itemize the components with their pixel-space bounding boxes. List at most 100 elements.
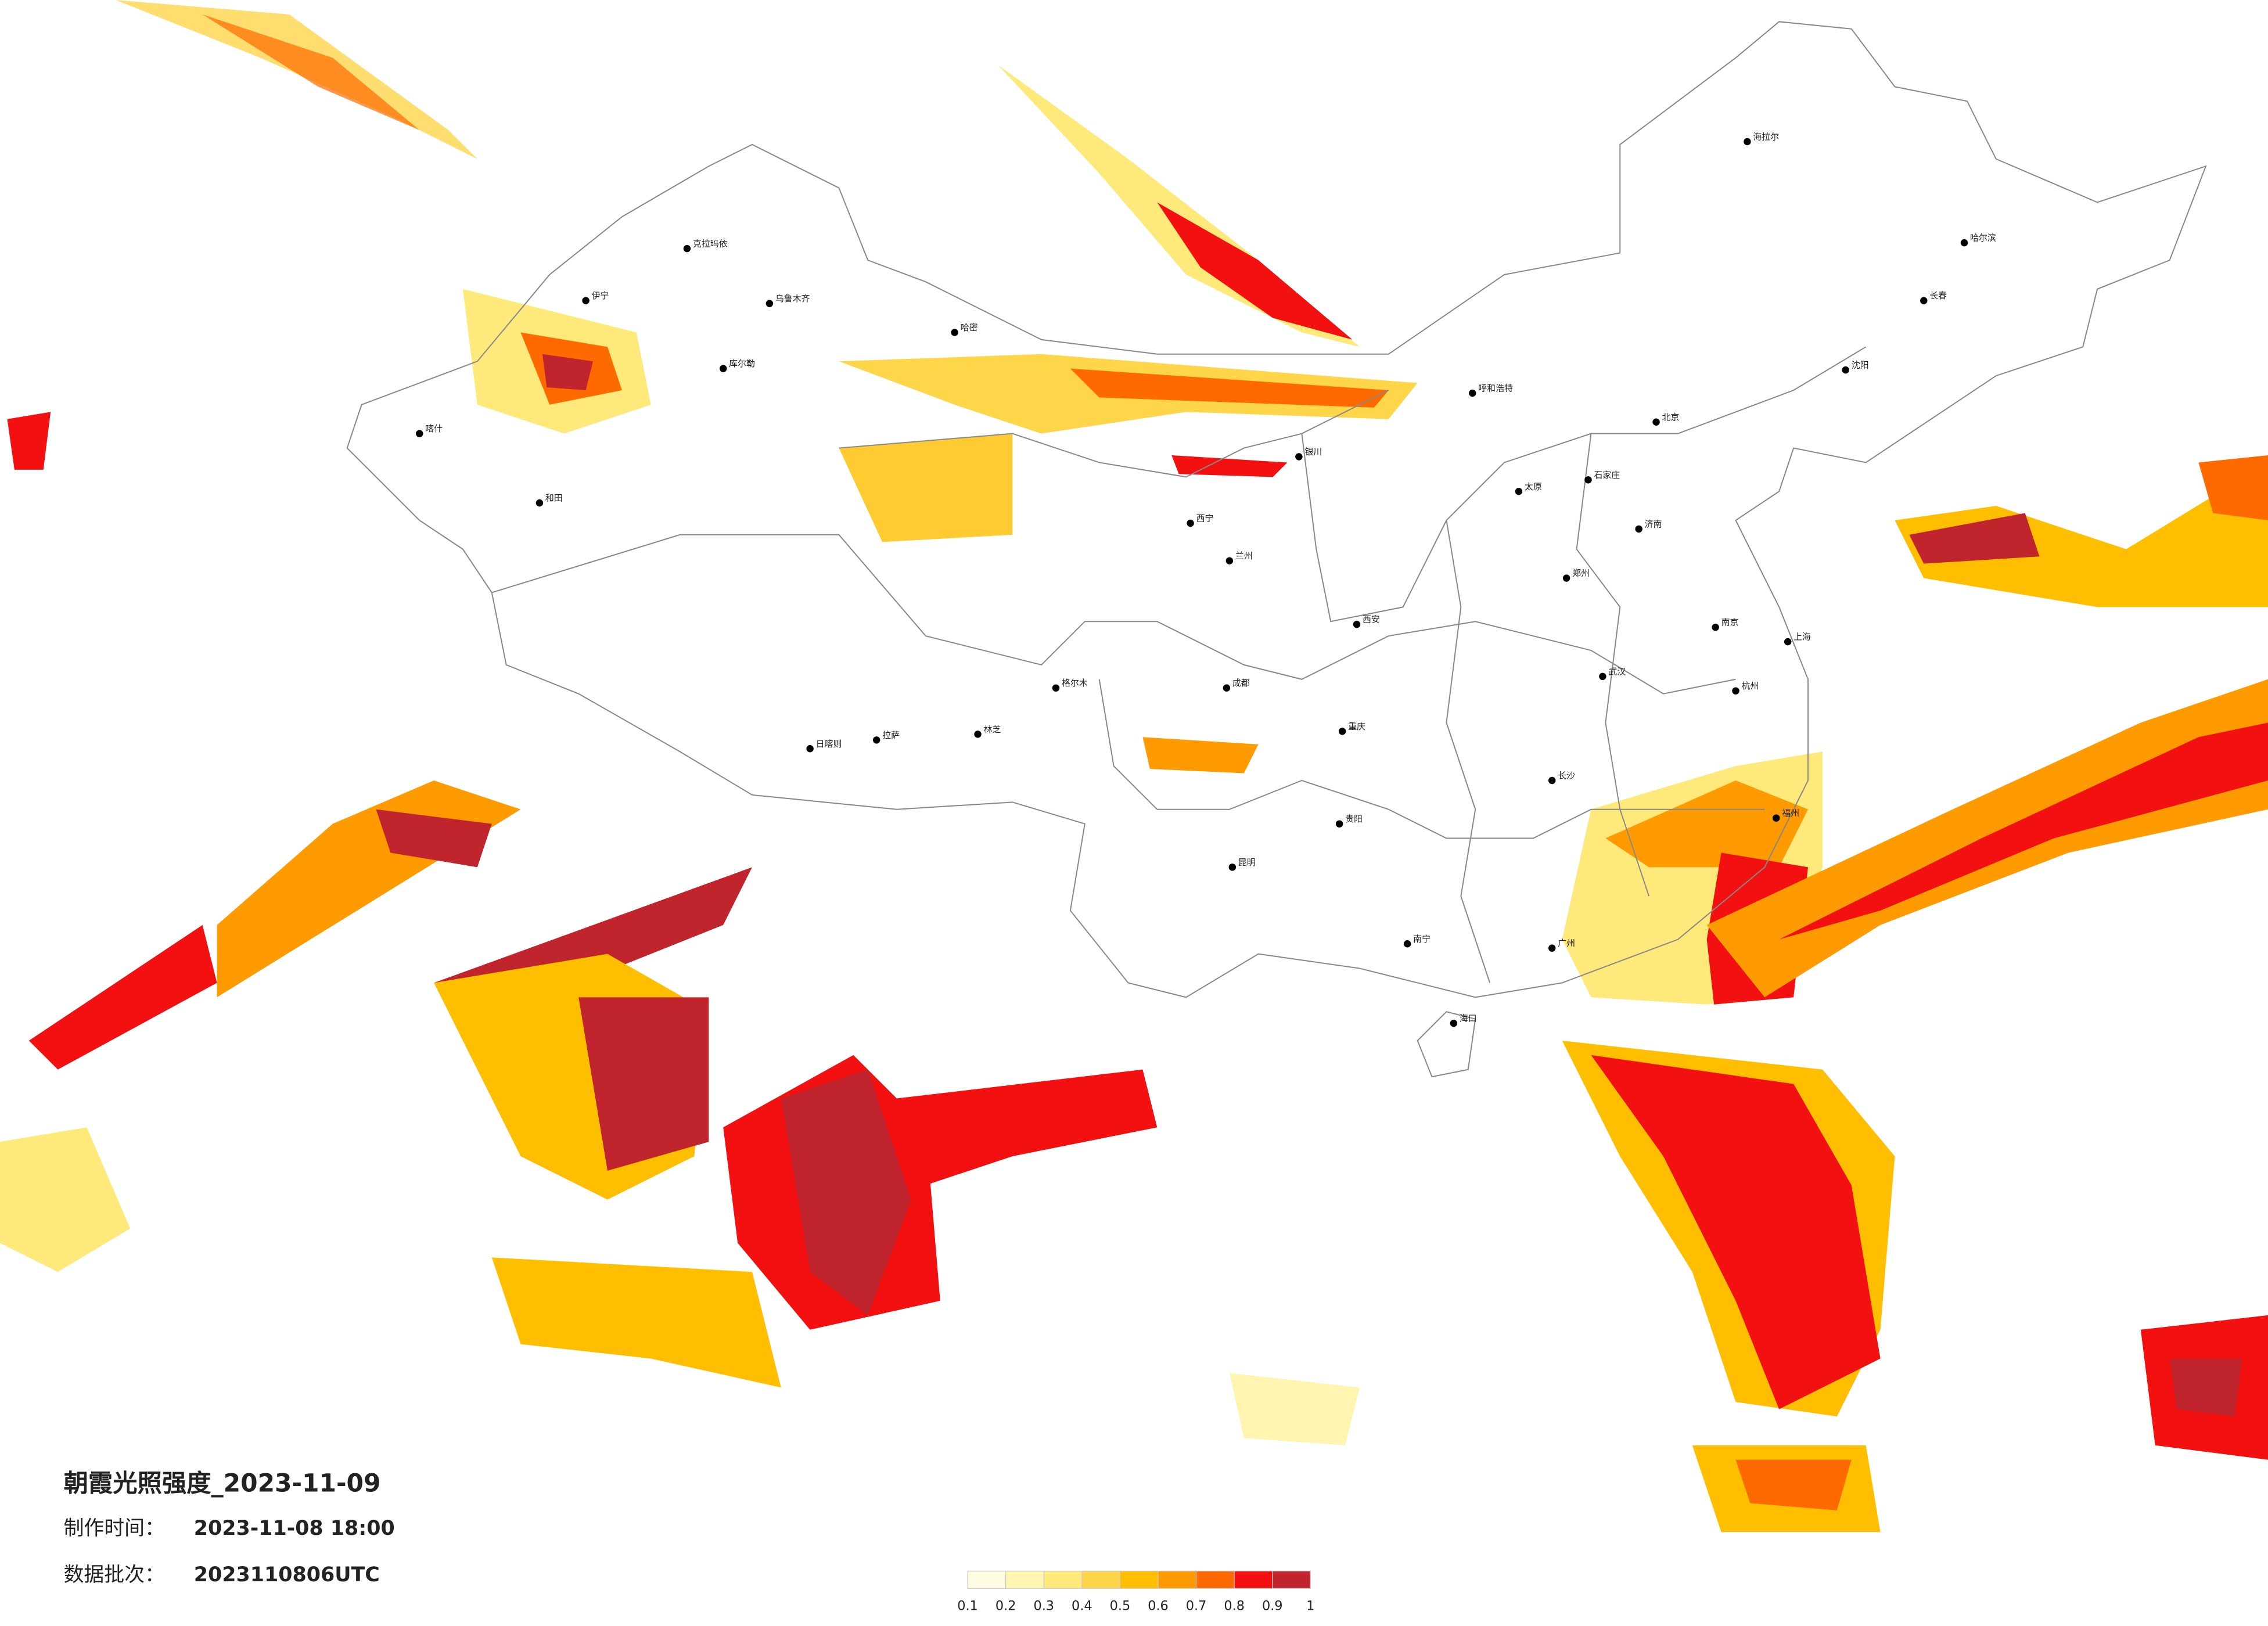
- city-label: 重庆: [1348, 721, 1365, 732]
- city-label: 海口: [1460, 1013, 1477, 1024]
- city-dot: [1295, 453, 1303, 461]
- city-label: 伊宁: [592, 290, 609, 301]
- city-label: 杭州: [1741, 681, 1759, 691]
- city-dot: [1548, 944, 1556, 952]
- city-dot: [1599, 672, 1606, 681]
- city-label: 乌鲁木齐: [775, 293, 810, 304]
- city-dot: [1584, 476, 1592, 484]
- city-dot: [1223, 684, 1231, 692]
- info-label: 数据批次：: [64, 1563, 165, 1587]
- city-label: 北京: [1662, 412, 1680, 422]
- city-label: 林芝: [983, 724, 1001, 735]
- legend-swatch: [1119, 1570, 1159, 1589]
- boundaries: [346, 21, 2207, 1078]
- city-dot: [582, 297, 590, 304]
- legend-swatch: [1195, 1570, 1235, 1589]
- city-label: 哈密: [961, 322, 978, 333]
- city-dot: [535, 499, 544, 507]
- city-dot: [765, 300, 774, 307]
- city-label: 济南: [1645, 519, 1662, 529]
- city-label: 上海: [1793, 632, 1811, 642]
- legend-swatch: [1234, 1570, 1273, 1589]
- city-label: 呼和浩特: [1478, 383, 1513, 394]
- city-label: 郑州: [1572, 568, 1590, 578]
- city-label: 哈尔滨: [1970, 233, 1996, 243]
- intensity-field: [0, 0, 2268, 1533]
- legend-tick-label: 0.9: [1262, 1599, 1283, 1614]
- legend-tick-label: 0.1: [957, 1599, 978, 1614]
- city-dot: [1773, 814, 1780, 822]
- legend: 0.1 0.2 0.3 0.4 0.5 0.6 0.7 0.8 0.9 1: [957, 1570, 1314, 1614]
- city-label: 广州: [1558, 938, 1575, 948]
- city-label: 长春: [1929, 290, 1947, 301]
- info-value: 2023-11-08 18:00: [194, 1517, 395, 1540]
- city-label: 石家庄: [1594, 470, 1620, 480]
- city-label: 格尔木: [1062, 678, 1088, 688]
- city-dot: [1338, 728, 1346, 735]
- legend-swatch: [1043, 1570, 1083, 1589]
- city-label: 日喀则: [816, 739, 842, 749]
- city-dot: [1635, 525, 1642, 533]
- legend-swatch: [1005, 1570, 1044, 1589]
- info-label: 制作时间：: [64, 1517, 165, 1540]
- city-label: 海拉尔: [1753, 131, 1779, 142]
- city-dot: [1842, 366, 1850, 374]
- legend-swatch: [1081, 1570, 1121, 1589]
- city-dot: [719, 365, 727, 372]
- city-dot: [1960, 239, 1968, 247]
- city-label: 南京: [1721, 617, 1739, 628]
- city-dot: [1732, 687, 1739, 695]
- city-dot: [1784, 638, 1792, 646]
- city-dot: [806, 745, 814, 753]
- city-dot: [974, 731, 982, 738]
- city-dot: [1515, 488, 1523, 495]
- city-dot: [1353, 620, 1361, 628]
- legend-tick-label: 1: [1306, 1599, 1314, 1614]
- city-label: 克拉玛依: [693, 239, 728, 249]
- city-label: 兰州: [1235, 551, 1253, 561]
- legend-tick-label: 0.6: [1148, 1599, 1169, 1614]
- city-label: 库尔勒: [729, 358, 755, 369]
- city-label: 西宁: [1196, 513, 1214, 524]
- legend-swatch: [1158, 1570, 1197, 1589]
- city-label: 银川: [1304, 447, 1322, 457]
- city-dot: [951, 329, 958, 336]
- city-label: 和田: [545, 493, 563, 503]
- city-dot: [872, 736, 880, 744]
- city-dot: [1335, 820, 1343, 828]
- legend-swatch: [967, 1570, 1007, 1589]
- city-dot: [1920, 297, 1928, 304]
- city-label: 拉萨: [882, 730, 900, 740]
- city-dot: [1450, 1019, 1458, 1027]
- city-dot: [415, 430, 423, 437]
- city-dot: [1469, 389, 1476, 397]
- legend-tick-label: 0.3: [1033, 1599, 1054, 1614]
- legend-swatch: [1272, 1570, 1311, 1589]
- city-label: 贵阳: [1345, 814, 1363, 824]
- city-label: 武汉: [1608, 666, 1626, 677]
- city-label: 昆明: [1238, 857, 1256, 868]
- city-dot: [1712, 623, 1719, 631]
- legend-tick-label: 0.8: [1224, 1599, 1245, 1614]
- city-label: 西安: [1363, 614, 1380, 625]
- city-dot: [1562, 574, 1570, 582]
- city-label: 成都: [1232, 678, 1250, 688]
- city-dot: [1744, 138, 1751, 146]
- city-label: 长沙: [1558, 771, 1575, 781]
- legend-tick-label: 0.5: [1110, 1599, 1131, 1614]
- city-label: 沈阳: [1852, 360, 1869, 370]
- city-label: 太原: [1525, 481, 1542, 492]
- city-label: 南宁: [1413, 934, 1430, 944]
- city-dot: [1652, 418, 1660, 426]
- city-dot: [1187, 519, 1194, 527]
- legend-tick-label: 0.4: [1072, 1599, 1092, 1614]
- city-dot: [1052, 684, 1060, 692]
- legend-tick-label: 0.7: [1186, 1599, 1207, 1614]
- city-label: 福州: [1782, 808, 1799, 818]
- city-dot: [1228, 864, 1237, 871]
- city-dot: [1225, 557, 1234, 564]
- city-label: 喀什: [425, 423, 443, 434]
